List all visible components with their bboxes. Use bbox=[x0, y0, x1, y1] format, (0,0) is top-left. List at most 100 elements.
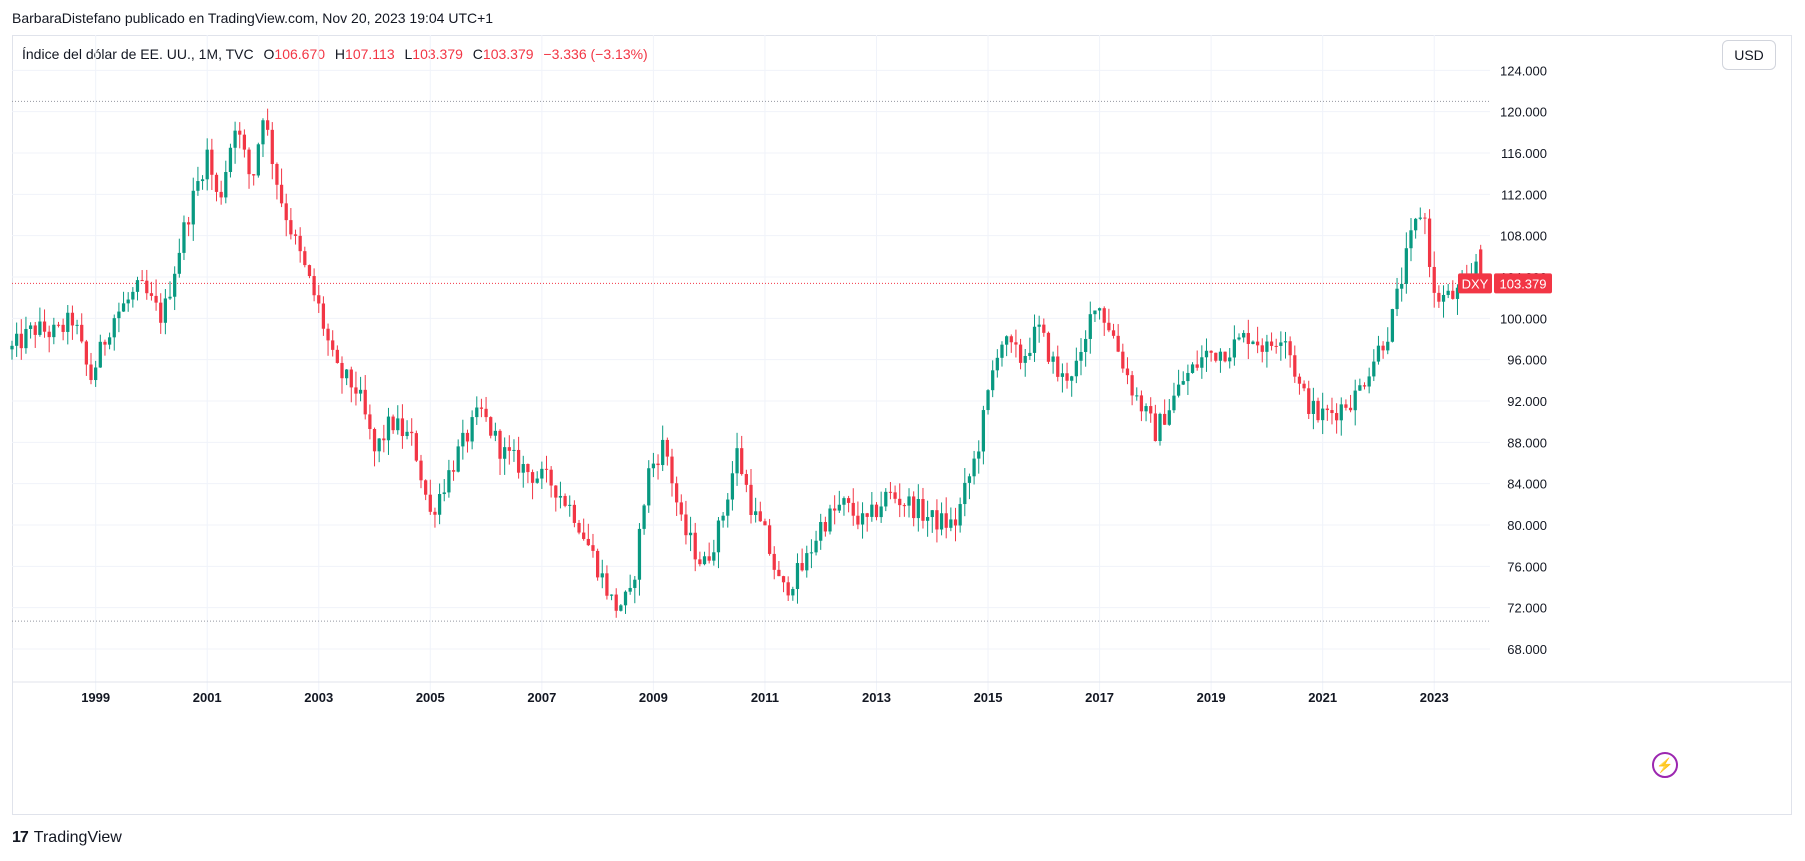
candle-body bbox=[340, 362, 344, 379]
candle-body bbox=[1390, 309, 1395, 342]
candle-body bbox=[1376, 345, 1381, 362]
candle-body bbox=[846, 498, 851, 503]
candle-body bbox=[925, 517, 930, 521]
candle-body bbox=[489, 417, 493, 436]
candle-body bbox=[554, 485, 558, 498]
candle-body bbox=[168, 296, 172, 299]
candle-body bbox=[898, 498, 902, 506]
candle-body bbox=[856, 515, 860, 525]
candle-body bbox=[1367, 376, 1371, 387]
candle-body bbox=[396, 418, 400, 431]
candle-body bbox=[145, 280, 149, 294]
candle-body bbox=[651, 463, 656, 469]
candle-body bbox=[893, 492, 897, 499]
legend-high-value: 107.113 bbox=[345, 46, 395, 62]
candle-body bbox=[623, 591, 628, 606]
candle-body bbox=[52, 324, 56, 338]
candle-body bbox=[860, 513, 865, 525]
candle-body bbox=[428, 494, 432, 512]
candle-body bbox=[1167, 410, 1171, 425]
candle-body bbox=[540, 468, 544, 479]
candle-body bbox=[1237, 337, 1241, 340]
candle-body bbox=[312, 276, 316, 296]
candle-body bbox=[1348, 407, 1353, 411]
candle-body bbox=[958, 504, 962, 526]
candle-body bbox=[33, 325, 37, 335]
candle-body bbox=[1097, 308, 1102, 311]
candle-body bbox=[10, 345, 14, 350]
candle-body bbox=[577, 522, 581, 533]
candle-body bbox=[675, 483, 679, 503]
candle-body bbox=[1023, 356, 1027, 363]
candle-body bbox=[121, 303, 126, 312]
candle-body bbox=[693, 532, 697, 560]
candle-body bbox=[266, 120, 270, 130]
candle-body bbox=[1409, 230, 1413, 249]
candle-body bbox=[628, 587, 632, 592]
tradingview-logo: 17 TradingView bbox=[12, 829, 122, 847]
x-tick-label: 2011 bbox=[751, 690, 779, 705]
candle-body bbox=[572, 504, 577, 523]
author-line: BarbaraDistefano publicado en TradingVie… bbox=[12, 10, 494, 26]
candle-body bbox=[521, 464, 525, 473]
candle-body bbox=[1088, 314, 1092, 339]
candle-body bbox=[1372, 361, 1376, 377]
tradingview-brand: TradingView bbox=[33, 829, 122, 846]
candle-body bbox=[112, 318, 116, 338]
candle-body bbox=[159, 302, 163, 323]
candle-body bbox=[163, 298, 168, 323]
candle-body bbox=[637, 528, 642, 580]
x-tick-label: 2001 bbox=[193, 690, 222, 705]
x-tick-label: 2013 bbox=[862, 690, 891, 705]
candle-body bbox=[126, 299, 130, 304]
candle-body bbox=[275, 163, 279, 185]
candle-body bbox=[15, 333, 19, 346]
candle-body bbox=[814, 540, 818, 553]
candle-body bbox=[1065, 373, 1069, 381]
candle-body bbox=[1232, 339, 1236, 358]
price-tag-label: 103.379 bbox=[1500, 276, 1547, 291]
candle-body bbox=[944, 513, 948, 528]
legend-close-value: 103.379 bbox=[482, 46, 534, 62]
candle-body bbox=[349, 369, 353, 388]
legend-symbol[interactable]: Índice del dólar de EE. UU., 1M, TVC bbox=[22, 46, 254, 62]
candle-body bbox=[261, 120, 265, 145]
candle-body bbox=[75, 324, 79, 326]
y-tick-label: 68.000 bbox=[1507, 642, 1547, 657]
y-tick-label: 92.000 bbox=[1507, 394, 1547, 409]
candle-body bbox=[1283, 341, 1288, 343]
candle-body bbox=[461, 432, 465, 447]
candle-body bbox=[1228, 357, 1232, 362]
candle-body bbox=[219, 191, 223, 198]
candle-body bbox=[870, 504, 874, 517]
x-tick-label: 2009 bbox=[639, 690, 668, 705]
x-tick-label: 2007 bbox=[527, 690, 556, 705]
candle-body bbox=[735, 448, 739, 474]
x-tick-label: 2005 bbox=[416, 690, 445, 705]
candle-body bbox=[972, 458, 976, 477]
currency-button[interactable]: USD bbox=[1722, 40, 1776, 70]
candle-body bbox=[1093, 310, 1097, 315]
lightning-icon[interactable]: ⚡ bbox=[1652, 752, 1678, 778]
candle-body bbox=[1116, 335, 1120, 352]
legend-open-label: O bbox=[263, 46, 275, 62]
candle-body bbox=[907, 496, 911, 506]
candle-body bbox=[1018, 344, 1023, 363]
candle-body bbox=[1293, 355, 1297, 377]
candle-body bbox=[1125, 368, 1130, 376]
candle-body bbox=[953, 519, 958, 526]
candle-body bbox=[767, 525, 772, 554]
candle-body bbox=[177, 252, 181, 274]
candle-body bbox=[833, 508, 837, 511]
y-tick-label: 108.000 bbox=[1500, 229, 1547, 244]
candle-body bbox=[619, 605, 623, 611]
candle-body bbox=[80, 324, 84, 342]
chart-legend: Índice del dólar de EE. UU., 1M, TVC O 10… bbox=[22, 46, 648, 62]
candle-body bbox=[1079, 351, 1083, 361]
candle-body bbox=[1046, 332, 1051, 362]
candle-body bbox=[1121, 351, 1125, 369]
candle-body bbox=[200, 179, 205, 182]
candle-body bbox=[526, 464, 530, 473]
candle-body bbox=[823, 522, 827, 532]
